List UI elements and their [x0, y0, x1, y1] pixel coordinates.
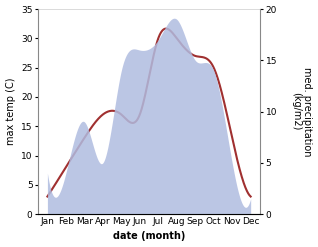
Y-axis label: max temp (C): max temp (C): [5, 78, 16, 145]
X-axis label: date (month): date (month): [113, 231, 185, 242]
Y-axis label: med. precipitation
(kg/m2): med. precipitation (kg/m2): [291, 67, 313, 156]
